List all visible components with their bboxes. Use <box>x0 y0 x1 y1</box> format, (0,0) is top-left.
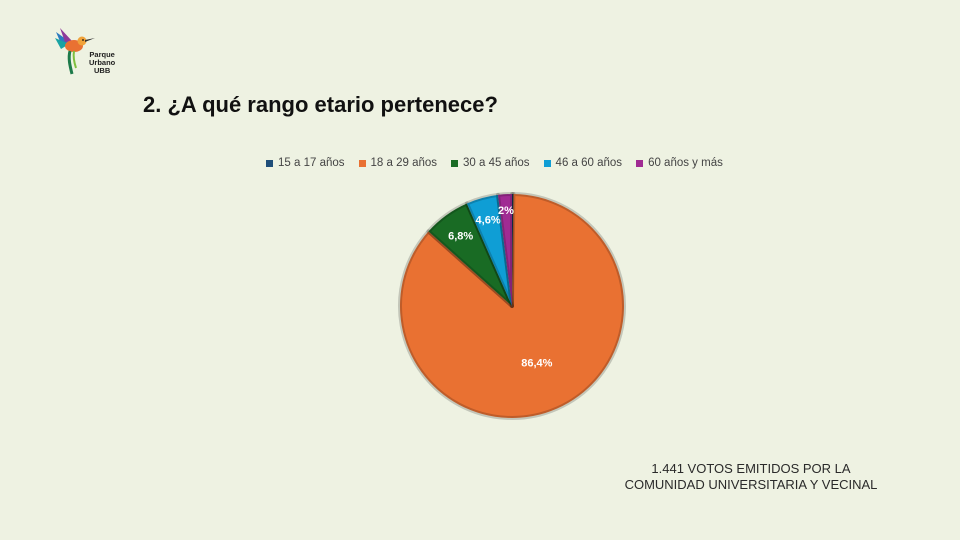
legend-label: 60 años y más <box>648 157 723 169</box>
pie-chart: 86,4% 6,8%4,6%2% <box>398 191 626 420</box>
pie-slice <box>510 192 516 308</box>
pie-slice <box>495 191 514 308</box>
votes-caption: 1.441 VOTOS EMITIDOS POR LA COMUNIDAD UN… <box>596 461 906 493</box>
logo-line-1: Parque <box>89 50 115 59</box>
legend-swatch <box>636 159 644 167</box>
legend-label: 30 a 45 años <box>463 157 530 169</box>
legend-item: 15 a 17 años <box>266 157 345 169</box>
legend-item: 18 a 29 años <box>358 157 438 169</box>
logo-wordmark: Parque Urbano UBB <box>89 51 115 75</box>
logo-line-3: UBB <box>94 66 111 75</box>
legend-label: 15 a 17 años <box>278 157 345 169</box>
logo-line-2: Urbano <box>89 58 116 67</box>
pie-data-label: 6,8% <box>448 230 473 242</box>
hummingbird-icon <box>55 28 95 75</box>
legend-label: 18 a 29 años <box>370 157 438 169</box>
pie-slice <box>464 192 514 308</box>
chart-legend: 15 a 17 años 18 a 29 años 30 a 45 años 46 a… <box>266 155 723 171</box>
pie-slice <box>426 201 514 308</box>
votes-caption-line-2: COMUNIDAD UNIVERSITARIA Y VECINAL <box>624 477 878 492</box>
parque-urbano-logo: Parque Urbano UBB <box>52 26 132 78</box>
legend-label: 46 a 60 años <box>555 157 623 169</box>
legend-item: 60 años y más <box>636 157 723 169</box>
legend-swatch <box>451 159 459 167</box>
legend-swatch <box>543 159 551 167</box>
legend-swatch <box>266 159 273 167</box>
votes-caption-line-1: 1.441 VOTOS EMITIDOS POR LA <box>651 461 851 476</box>
page-title: 2. ¿A qué rango etario pertenece? <box>143 92 498 117</box>
legend-item: 30 a 45 años <box>451 157 530 169</box>
pie-data-label: 86,4% <box>521 357 552 369</box>
pie-slice <box>398 192 626 420</box>
legend-swatch <box>358 159 366 167</box>
pie-data-label: 2% <box>498 205 514 217</box>
pie-data-label: 4,6% <box>476 215 501 227</box>
legend-item: 46 a 60 años <box>543 157 623 169</box>
